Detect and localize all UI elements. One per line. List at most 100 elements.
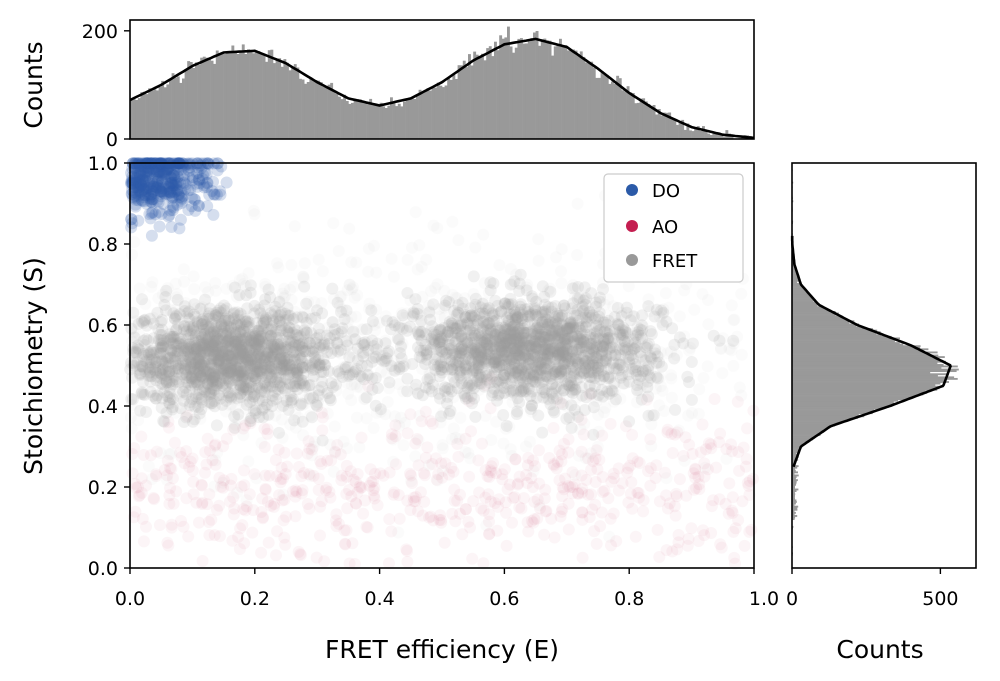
scatter-point-fret (272, 261, 285, 274)
scatter-point-ao (355, 431, 368, 444)
scatter-point-ao (553, 474, 566, 487)
scatter-point-fret (125, 356, 138, 369)
scatter-point-fret (315, 366, 327, 378)
scatter-point-fret (491, 329, 504, 341)
top-histogram-bar (496, 50, 500, 140)
scatter-point-fret (539, 323, 552, 336)
scatter-point-ao (644, 462, 657, 475)
scatter-point-ao (206, 454, 219, 467)
scatter-point-fret (571, 197, 584, 210)
scatter-point-fret (276, 381, 289, 394)
scatter-point-ao (315, 458, 328, 470)
scatter-point-fret (473, 383, 486, 396)
scatter-point-ao (161, 469, 174, 482)
scatter-point-fret (341, 442, 353, 455)
top-histogram-bar (226, 52, 230, 139)
scatter-point-ao (632, 487, 645, 499)
scatter-point-fret (284, 283, 296, 296)
scatter-point-ao (620, 420, 632, 433)
scatter-point-fret (475, 335, 488, 348)
scatter-point-ao (182, 530, 195, 543)
scatter-point-ao (483, 508, 496, 521)
scatter-point-fret (401, 385, 414, 398)
scatter-point-ao (451, 494, 464, 507)
scatter-point-ao (517, 492, 530, 505)
top-histogram-bar (670, 119, 674, 139)
scatter-point-ao (732, 446, 745, 458)
scatter-point-ao (312, 472, 325, 485)
scatter-point-fret (397, 385, 410, 398)
scatter-point-ao (274, 476, 287, 489)
scatter-point-fret (388, 410, 401, 423)
scatter-point-fret (275, 342, 288, 355)
scatter-point-ao (670, 490, 683, 503)
scatter-point-fret (478, 297, 490, 309)
scatter-point-fret (576, 300, 589, 313)
scatter-point-fret (338, 360, 350, 373)
scatter-point-fret (580, 328, 593, 341)
top-histogram-bar (499, 35, 503, 139)
scatter-point-ao (727, 525, 740, 538)
scatter-point-ao (596, 486, 609, 498)
scatter-point-fret (526, 342, 539, 355)
scatter-point-ao (562, 446, 575, 459)
top-histogram-bar (600, 71, 604, 139)
scatter-point-ao (583, 511, 596, 524)
scatter-point-ao (147, 492, 160, 504)
top-histogram-bar (208, 58, 211, 139)
scatter-point-ao (499, 496, 512, 509)
scatter-point-ao (472, 454, 485, 467)
top-histogram-bar (257, 51, 261, 139)
scatter-point-ao (459, 503, 472, 516)
scatter-point-fret (367, 422, 380, 434)
scatter-point-fret (610, 340, 623, 353)
scatter-point-fret (405, 475, 418, 488)
top-histogram-bar (361, 100, 365, 139)
scatter-point-fret (627, 362, 640, 375)
scatter-point-fret (177, 263, 190, 276)
top-histogram-bar (647, 104, 651, 139)
scatter-point-ao (435, 457, 448, 470)
scatter-point-ao (205, 513, 218, 526)
scatter-point-do (145, 207, 158, 220)
scatter-point-fret (467, 343, 480, 356)
top-histogram-bar (200, 57, 204, 140)
scatter-point-fret (608, 384, 621, 397)
top-histogram-bar (145, 94, 149, 139)
scatter-point-fret (254, 328, 267, 340)
scatter-point-ao (417, 467, 430, 480)
scatter-point-fret (327, 217, 340, 230)
scatter-point-ao (705, 527, 718, 539)
top-histogram-bar (644, 101, 648, 139)
scatter-point-fret (377, 349, 390, 362)
top-histogram-bar (304, 83, 308, 139)
scatter-point-fret (645, 440, 658, 452)
top-histogram-bar (395, 106, 399, 139)
scatter-point-fret (670, 349, 683, 362)
scatter-point-fret (699, 461, 712, 474)
scatter-point-ao (265, 499, 277, 512)
scatter-point-ao (710, 461, 723, 474)
scatter-point-ao (261, 427, 274, 440)
scatter-point-ao (187, 488, 200, 501)
scatter-point-fret (578, 404, 591, 416)
scatter-point-fret (242, 455, 255, 468)
scatter-point-fret (565, 371, 578, 383)
scatter-point-fret (498, 297, 511, 310)
scatter-point-fret (499, 336, 512, 349)
top-histogram-bar (431, 87, 435, 139)
top-histogram-bar (577, 54, 581, 139)
scatter-point-ao (256, 512, 269, 525)
scatter-point-ao (330, 514, 342, 527)
scatter-point-fret (523, 383, 535, 396)
scatter-point-fret (244, 334, 257, 347)
scatter-point-fret (604, 371, 616, 384)
scatter-point-fret (395, 340, 407, 353)
scatter-point-fret (231, 364, 244, 377)
scatter-point-ao (371, 499, 384, 512)
scatter-point-fret (464, 452, 477, 465)
scatter-point-fret (216, 476, 229, 489)
scatter-point-ao (720, 443, 733, 456)
scatter-point-fret (567, 323, 580, 336)
scatter-point-fret (727, 314, 740, 327)
